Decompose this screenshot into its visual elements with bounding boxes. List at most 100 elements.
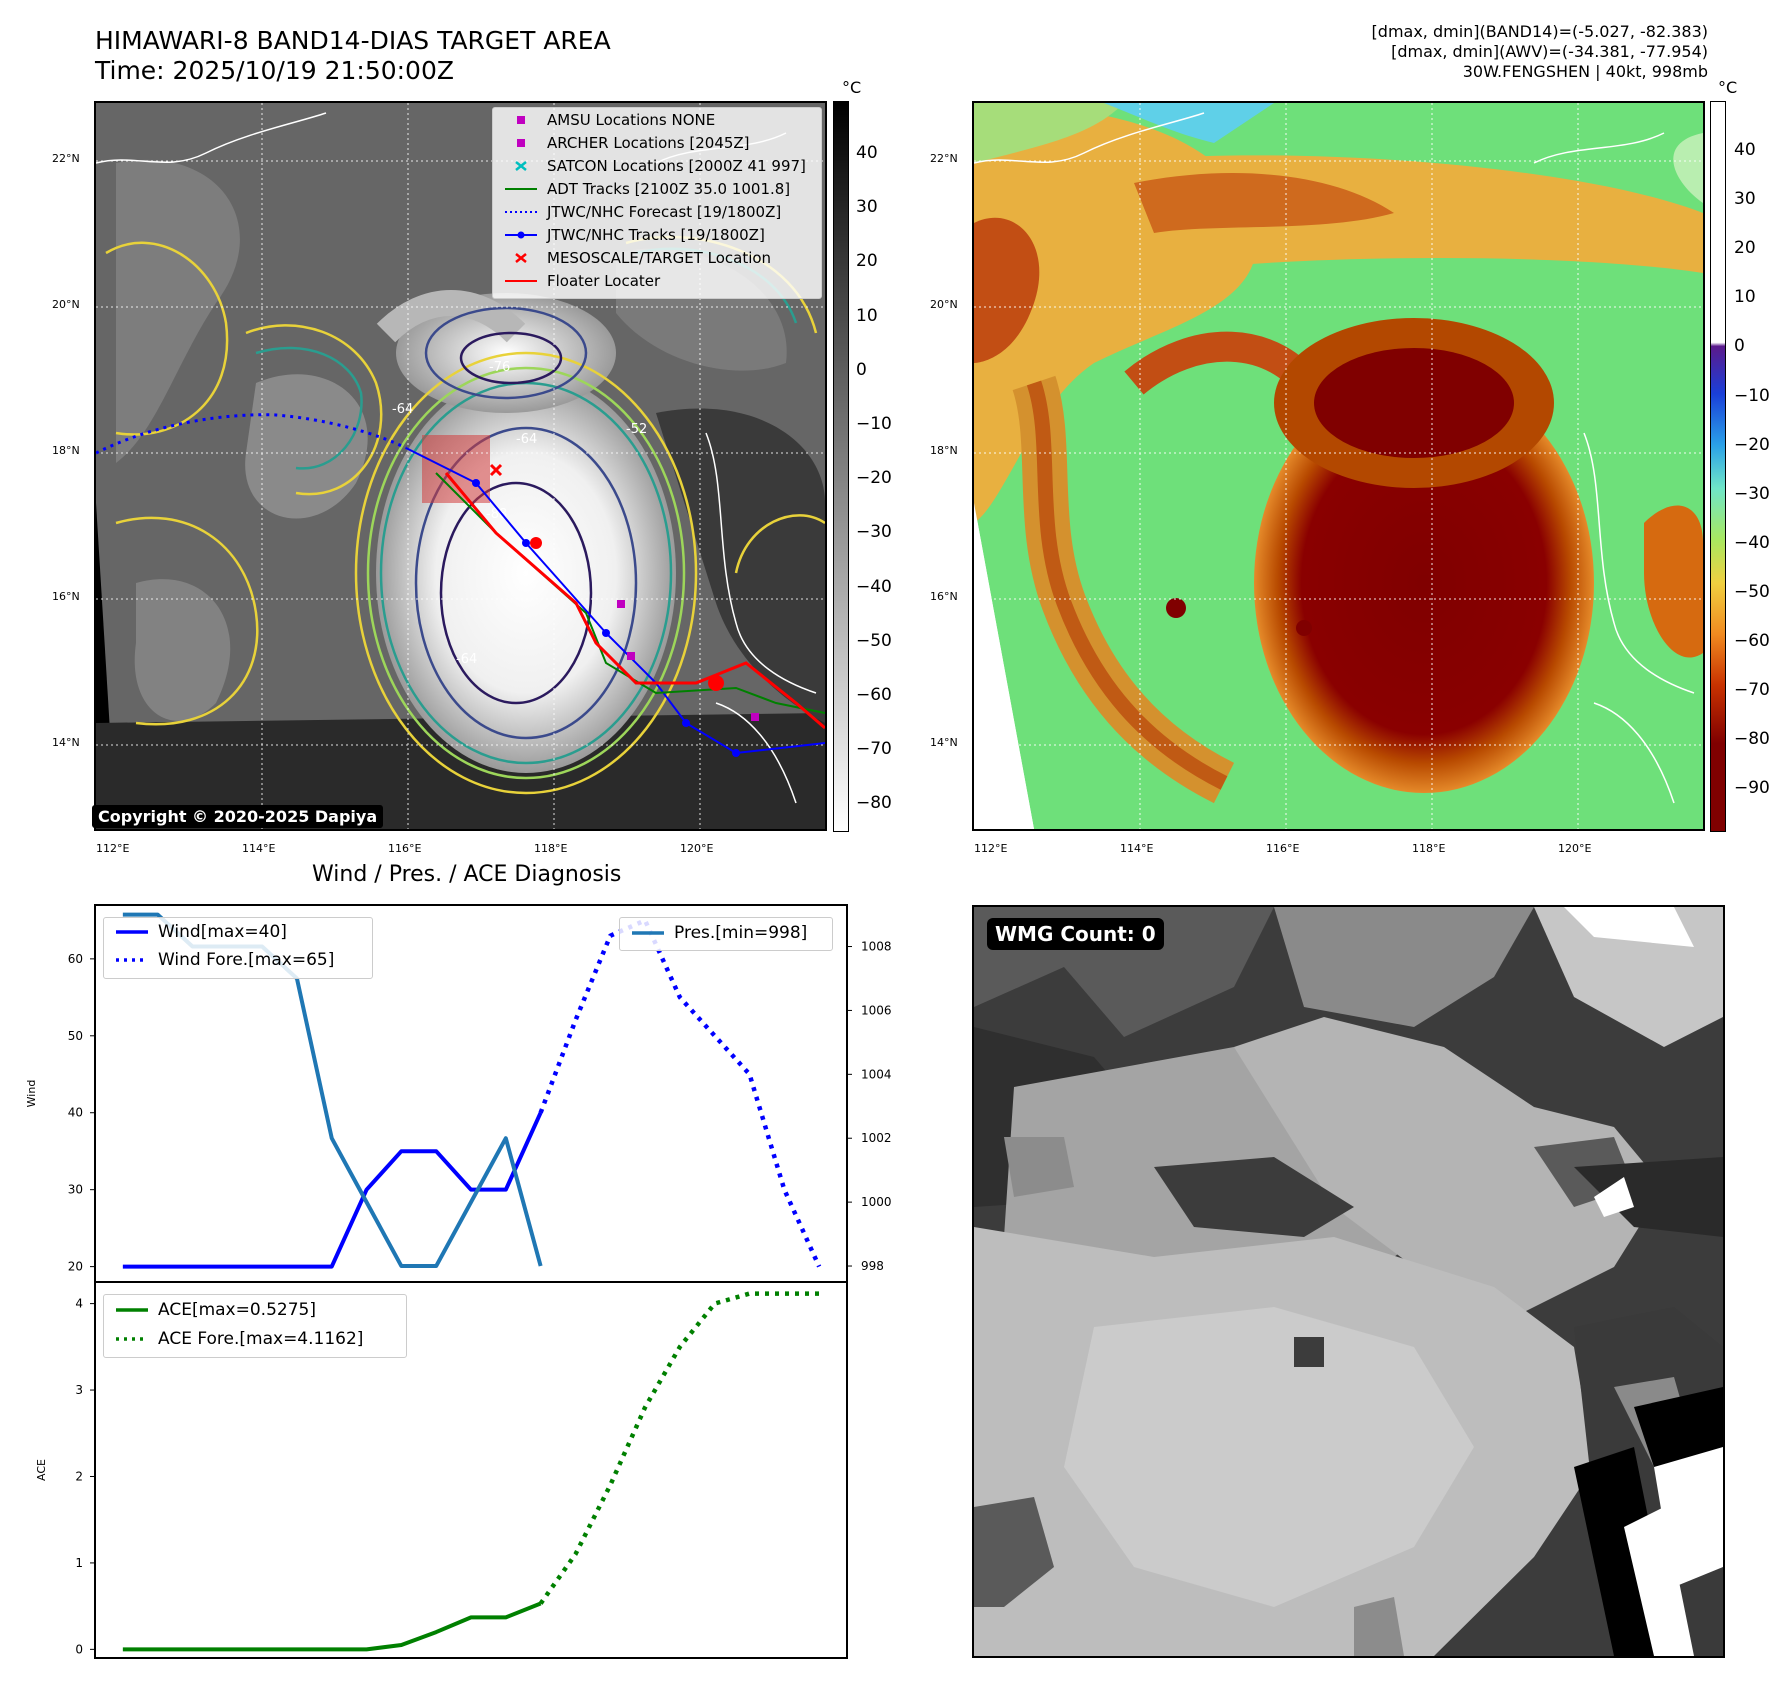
wind-forecast-series-line (538, 918, 822, 1268)
wind-axis-label: Wind (25, 1080, 38, 1108)
wind-ytick-label: 30 (68, 1183, 83, 1197)
right-map-lon-114: 114°E (1120, 842, 1154, 855)
map-legend: AMSU Locations NONE ARCHER Locations [20… (492, 107, 822, 299)
left-map-lon-112: 112°E (96, 842, 130, 855)
legend-label: Floater Locater (547, 271, 661, 290)
left-colorbar-tick-7: −30 (856, 522, 892, 543)
legend-label: Pres.[min=998] (674, 923, 808, 943)
legend-floater: Floater Locater (493, 269, 821, 292)
left-map-lon-116: 116°E (388, 842, 422, 855)
left-colorbar-tick-0: 40 (856, 143, 878, 163)
diagnosis-chart: 2030405060Wind99810001002100410061008Pre… (25, 904, 892, 1659)
ace-ytick-label: 3 (75, 1383, 83, 1397)
ace-legend: ACE[max=0.5275] ACE Fore.[max=4.1162] (103, 1294, 407, 1358)
pressure-ytick-label: 1000 (861, 1195, 892, 1209)
left-colorbar-tick-6: −20 (856, 468, 892, 489)
right-map-lat-22: 22°N (930, 152, 958, 165)
wind-ytick-label: 50 (68, 1029, 83, 1043)
right-map-lon-120: 120°E (1558, 842, 1592, 855)
right-colorbar-tick-10: −60 (1734, 631, 1770, 651)
blue-dotted-line-icon (116, 958, 148, 962)
legend-jtwc-tracks: JTWC/NHC Tracks [19/1800Z] (493, 223, 821, 246)
wmg-count-badge: WMG Count: 0 (987, 918, 1164, 950)
right-colorbar-tick-3: 10 (1734, 287, 1756, 308)
right-map-lat-14: 14°N (930, 736, 958, 749)
left-map-lat-14: 14°N (52, 736, 80, 749)
right-map-lat-20: 20°N (930, 298, 958, 311)
pressure-ytick-label: 1008 (861, 940, 892, 954)
left-colorbar-tick-11: −70 (856, 739, 892, 760)
wmg-image (974, 907, 1723, 1656)
legend-label: ARCHER Locations [2045Z] (547, 133, 750, 152)
left-colorbar-tick-3: 10 (856, 305, 878, 326)
left-colorbar-unit: °C (842, 78, 862, 97)
left-colorbar-tick-8: −40 (856, 576, 892, 597)
magenta-square-icon (517, 115, 525, 124)
left-map-lon-118: 118°E (534, 842, 568, 855)
right-colorbar-tick-5: −10 (1734, 385, 1770, 406)
legend-label: ACE[max=0.5275] (158, 1299, 316, 1320)
awv-map-panel (972, 101, 1705, 831)
blue-line-dot-icon (505, 231, 537, 238)
green-dotted-line-icon (116, 1336, 148, 1341)
ace-series-line (122, 1601, 542, 1652)
green-line-icon (505, 187, 537, 190)
left-map-lon-120: 120°E (680, 842, 714, 855)
info-awv-range: [dmax, dmin](AWV)=(-34.381, -77.954) (1391, 42, 1708, 61)
contour-label-5: -64 (456, 652, 477, 667)
pressure-ytick-label: 1002 (861, 1131, 892, 1145)
left-colorbar-tick-1: 30 (856, 197, 878, 218)
legend-archer: ARCHER Locations [2045Z] (493, 131, 821, 154)
right-colorbar-tick-9: −50 (1734, 581, 1770, 602)
copyright-badge: Copyright © 2020-2025 Dapiya (92, 805, 384, 828)
left-colorbar-tick-4: 0 (856, 359, 867, 380)
wind-legend: Wind[max=40] Wind Fore.[max=65] (103, 917, 373, 979)
legend-label: AMSU Locations NONE (547, 110, 716, 129)
right-colorbar-tick-13: −90 (1734, 778, 1770, 799)
legend-ace-forecast: ACE Fore.[max=4.1162] (104, 1324, 406, 1353)
jtwc-forecast-track (96, 413, 407, 455)
legend-amsu: AMSU Locations NONE (493, 108, 821, 131)
contour-label-4: -88 (486, 507, 507, 522)
title-line-2: Time: 2025/10/19 21:50:00Z (95, 56, 454, 85)
legend-label: ADT Tracks [2100Z 35.0 1001.8] (547, 179, 791, 198)
blue-line-icon (116, 930, 148, 934)
legend-ace: ACE[max=0.5275] (104, 1295, 406, 1324)
ir-map-image: -76 -64 -64 -88 -64 -52 (96, 103, 825, 829)
right-map-lon-112: 112°E (974, 842, 1008, 855)
pressure-ytick-label: 1004 (861, 1067, 892, 1081)
info-storm-summary: 30W.FENGSHEN | 40kt, 998mb (1462, 62, 1708, 81)
ace-ytick-label: 0 (75, 1642, 83, 1656)
pressure-legend: Pres.[min=998] (619, 917, 833, 951)
diagnosis-chart-title: Wind / Pres. / ACE Diagnosis (312, 862, 622, 887)
left-colorbar-tick-10: −60 (856, 685, 892, 705)
cyan-x-icon (515, 160, 527, 171)
legend-label: JTWC/NHC Forecast [19/1800Z] (547, 202, 782, 221)
right-colorbar-unit: °C (1718, 78, 1738, 97)
legend-label: ACE Fore.[max=4.1162] (158, 1328, 364, 1349)
info-band14-range: [dmax, dmin](BAND14)=(-5.027, -82.383) (1371, 22, 1708, 41)
right-colorbar-tick-1: 30 (1734, 189, 1756, 210)
awv-map-image (974, 103, 1703, 829)
floater-track (444, 472, 825, 730)
left-map-lat-18: 18°N (52, 444, 80, 457)
left-map-lat-22: 22°N (52, 152, 80, 165)
legend-wind: Wind[max=40] (104, 918, 372, 946)
left-map-lon-114: 114°E (242, 842, 276, 855)
green-line-icon (116, 1307, 148, 1312)
legend-pressure: Pres.[min=998] (620, 918, 832, 948)
title-line-1: HIMAWARI-8 BAND14-DIAS TARGET AREA (95, 26, 611, 55)
right-colorbar-tick-2: 20 (1734, 238, 1756, 259)
contour-label-3: -64 (516, 432, 537, 447)
legend-jtwc-forecast: JTWC/NHC Forecast [19/1800Z] (493, 200, 821, 223)
ace-ytick-label: 2 (75, 1469, 83, 1483)
steelblue-line-icon (632, 931, 664, 935)
wind-ytick-label: 40 (68, 1106, 83, 1120)
contour-label-6: -52 (626, 422, 647, 437)
right-map-lon-118: 118°E (1412, 842, 1446, 855)
ace-forecast-series-line (538, 1291, 820, 1605)
wind-ytick-label: 20 (68, 1260, 83, 1274)
right-colorbar (1710, 101, 1726, 832)
right-map-lat-18: 18°N (930, 444, 958, 457)
red-line-icon (505, 279, 537, 282)
